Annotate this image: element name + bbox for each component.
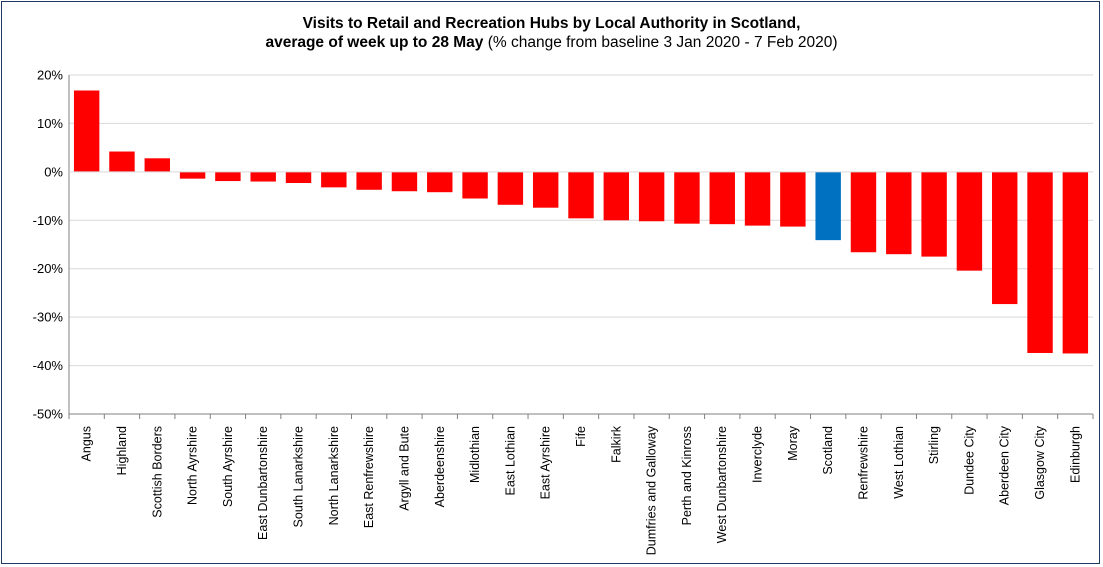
bar-dumfries-and-galloway: [638, 171, 665, 222]
bar-perth-and-kinross: [674, 171, 700, 224]
x-tick-label: North Ayrshire: [186, 426, 200, 505]
x-tick-label: Scottish Borders: [150, 426, 164, 518]
bar-west-lothian: [886, 171, 912, 255]
bar-scotland: [815, 171, 841, 241]
bar-glasgow-city: [1027, 171, 1053, 353]
bar-edinburgh: [1062, 171, 1089, 354]
x-tick-label: Perth and Kinross: [680, 426, 694, 525]
gridlines: [69, 74, 1093, 415]
y-tick-label: 20%: [37, 68, 63, 83]
bar-midlothian: [462, 171, 488, 199]
bar-falkirk: [603, 171, 630, 221]
x-tick-label: Angus: [80, 426, 94, 461]
bar-north-ayrshire: [179, 171, 206, 179]
x-tick-label: Falkirk: [609, 425, 623, 463]
chart-title: Visits to Retail and Recreation Hubs by …: [0, 14, 1103, 52]
y-tick-label: -10%: [33, 213, 64, 228]
x-tick-label: Edinburgh: [1068, 426, 1082, 483]
bar-east-ayrshire: [532, 171, 559, 208]
bar-north-lanarkshire: [321, 171, 347, 188]
bar-aberdeen-city: [992, 171, 1018, 305]
y-tick-label: -30%: [33, 310, 64, 325]
x-tick-label: Moray: [786, 425, 800, 460]
x-tick-label: East Lothian: [503, 426, 517, 496]
bar-highland: [109, 151, 135, 172]
x-tick-label: West Lothian: [892, 426, 906, 499]
bar-stirling: [921, 171, 947, 257]
bar-scottish-borders: [144, 158, 170, 172]
y-tick-label: 10%: [37, 116, 63, 131]
y-tick-label: 0%: [44, 164, 63, 179]
chart-title-bold: average of week up to 28 May: [265, 34, 484, 51]
x-tick-label: Stirling: [927, 426, 941, 464]
bars: [73, 90, 1089, 354]
bar-moray: [780, 171, 806, 227]
x-tick-label: Dumfries and Galloway: [645, 425, 659, 555]
bar-dundee-city: [956, 171, 983, 271]
bar-aberdeenshire: [427, 171, 453, 193]
x-tick-label: Scotland: [821, 426, 835, 475]
x-tick-label: East Dunbartonshire: [256, 426, 270, 540]
bar-renfrewshire: [850, 171, 877, 253]
x-tick-label: Glasgow City: [1033, 425, 1047, 499]
x-tick-label: West Dunbartonshire: [715, 426, 729, 543]
x-tick-label: South Lanarkshire: [292, 426, 306, 528]
chart-title-line1: Visits to Retail and Recreation Hubs by …: [302, 15, 801, 32]
bar-south-lanarkshire: [285, 171, 312, 183]
bar-argyll-and-bute: [391, 171, 418, 192]
bar-west-dunbartonshire: [709, 171, 735, 225]
x-tick-label: Midlothian: [468, 426, 482, 483]
x-tick-label: Inverclyde: [751, 426, 765, 483]
bar-east-dunbartonshire: [250, 171, 276, 182]
x-tick-label: Fife: [574, 426, 588, 447]
x-tick-label: East Ayrshire: [539, 426, 553, 499]
bar-fife: [568, 171, 594, 219]
x-tick-label: Aberdeenshire: [433, 426, 447, 507]
x-tick-label: Renfrewshire: [856, 426, 870, 500]
bar-east-lothian: [497, 171, 524, 205]
axes: [68, 75, 1094, 419]
x-tick-label: East Renfrewshire: [362, 426, 376, 528]
chart-title-subtitle: (% change from baseline 3 Jan 2020 - 7 F…: [483, 34, 838, 51]
y-tick-label: -20%: [33, 261, 64, 276]
chart-title-line2: average of week up to 28 May (% change f…: [0, 33, 1103, 52]
y-tick-label: -50%: [33, 407, 64, 422]
bar-east-renfrewshire: [356, 171, 382, 190]
x-tick-labels: Angus Highland Scottish Borders North Ayrsh…: [80, 425, 1083, 555]
x-tick-label: Dundee City: [962, 425, 976, 495]
x-tick-label: South Ayrshire: [221, 426, 235, 507]
x-tick-label: Aberdeen City: [998, 425, 1012, 505]
x-tick-label: North Lanarkshire: [327, 426, 341, 525]
x-tick-label: Highland: [115, 426, 129, 475]
bar-angus: [73, 90, 100, 172]
bar-south-ayrshire: [215, 171, 241, 182]
x-tick-label: Argyll and Bute: [397, 426, 411, 511]
y-tick-labels: 20% 10% 0% -10% -20% -30% -40% -50%: [33, 68, 64, 422]
bar-inverclyde: [744, 171, 771, 226]
y-tick-label: -40%: [33, 358, 64, 373]
